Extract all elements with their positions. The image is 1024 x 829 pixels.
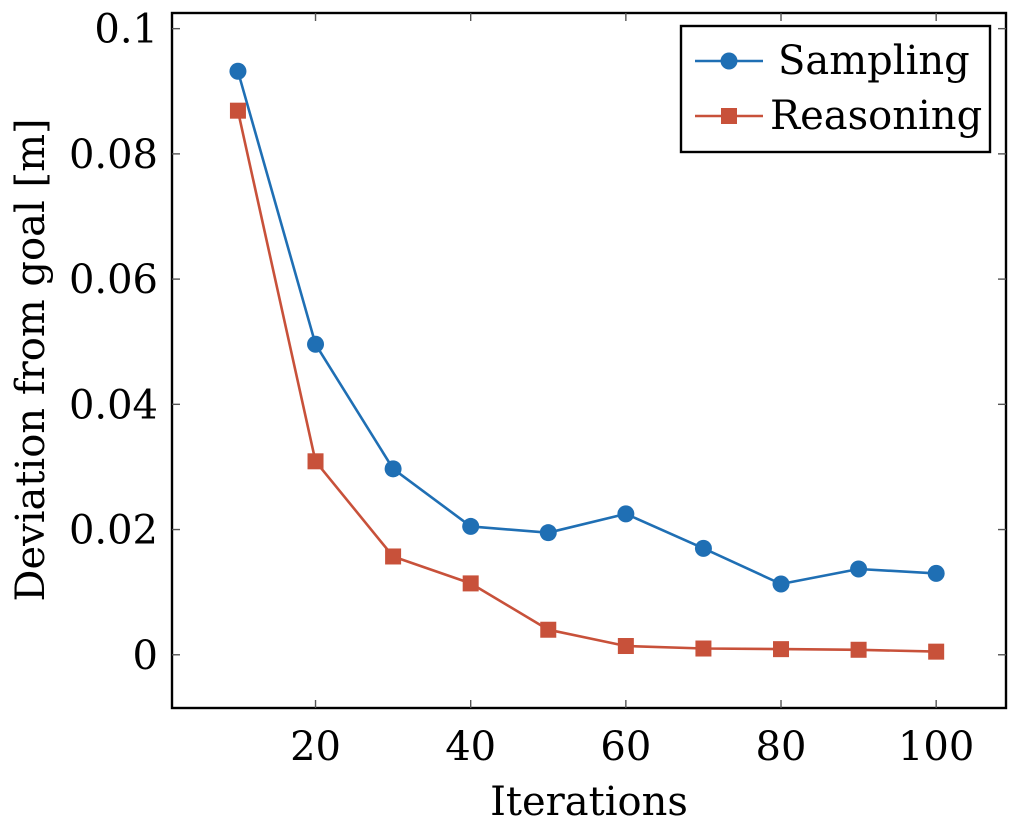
data-point-sampling (539, 524, 557, 542)
y-tick-label: 0.04 (69, 382, 158, 428)
y-tick-label: 0.06 (69, 257, 158, 303)
data-point-sampling (229, 62, 247, 80)
data-point-sampling (384, 460, 402, 478)
series-line-sampling (236, 70, 937, 586)
x-tick-label: 100 (898, 724, 974, 770)
x-tick-label: 20 (290, 724, 341, 770)
data-point-sampling (927, 564, 945, 582)
data-point-reasoning (617, 638, 634, 655)
data-point-reasoning (773, 641, 790, 658)
plot-area-frame (170, 11, 1008, 710)
x-tick-label: 80 (756, 724, 807, 770)
ticks-layer: 20 40 60 80 100 0 0.02 0.04 0.06 0.08 0.1 (69, 7, 1006, 770)
data-point-sampling (617, 505, 635, 523)
y-tick-label: 0.02 (69, 508, 158, 554)
data-point-reasoning (229, 102, 246, 119)
data-point-sampling (462, 517, 480, 535)
data-point-reasoning (928, 643, 945, 660)
data-point-sampling (307, 335, 325, 353)
data-point-sampling (772, 575, 790, 593)
data-point-reasoning (850, 641, 867, 658)
data-point-sampling (694, 539, 712, 557)
data-point-sampling (850, 560, 868, 578)
series-line-reasoning (236, 110, 937, 653)
y-tick-label: 0 (133, 633, 158, 679)
x-axis-title: Iterations (490, 779, 688, 825)
data-point-reasoning (540, 621, 557, 638)
y-axis-title: Deviation from goal [m] (8, 118, 54, 601)
legend-label-reasoning: Reasoning (770, 93, 982, 139)
data-point-reasoning (462, 575, 479, 592)
legend-marker-sampling (720, 52, 738, 70)
legend: Sampling Reasoning (679, 24, 992, 154)
legend-label-sampling: Sampling (778, 38, 970, 84)
legend-marker-reasoning (721, 108, 737, 124)
series-layer (229, 62, 945, 660)
y-tick-label: 0.08 (69, 132, 158, 178)
x-tick-label: 40 (445, 724, 496, 770)
y-tick-label: 0.1 (94, 7, 158, 53)
legend-box (679, 24, 992, 154)
data-point-reasoning (695, 640, 712, 657)
x-tick-label: 60 (600, 724, 651, 770)
data-point-reasoning (385, 548, 402, 565)
data-point-reasoning (307, 453, 324, 470)
